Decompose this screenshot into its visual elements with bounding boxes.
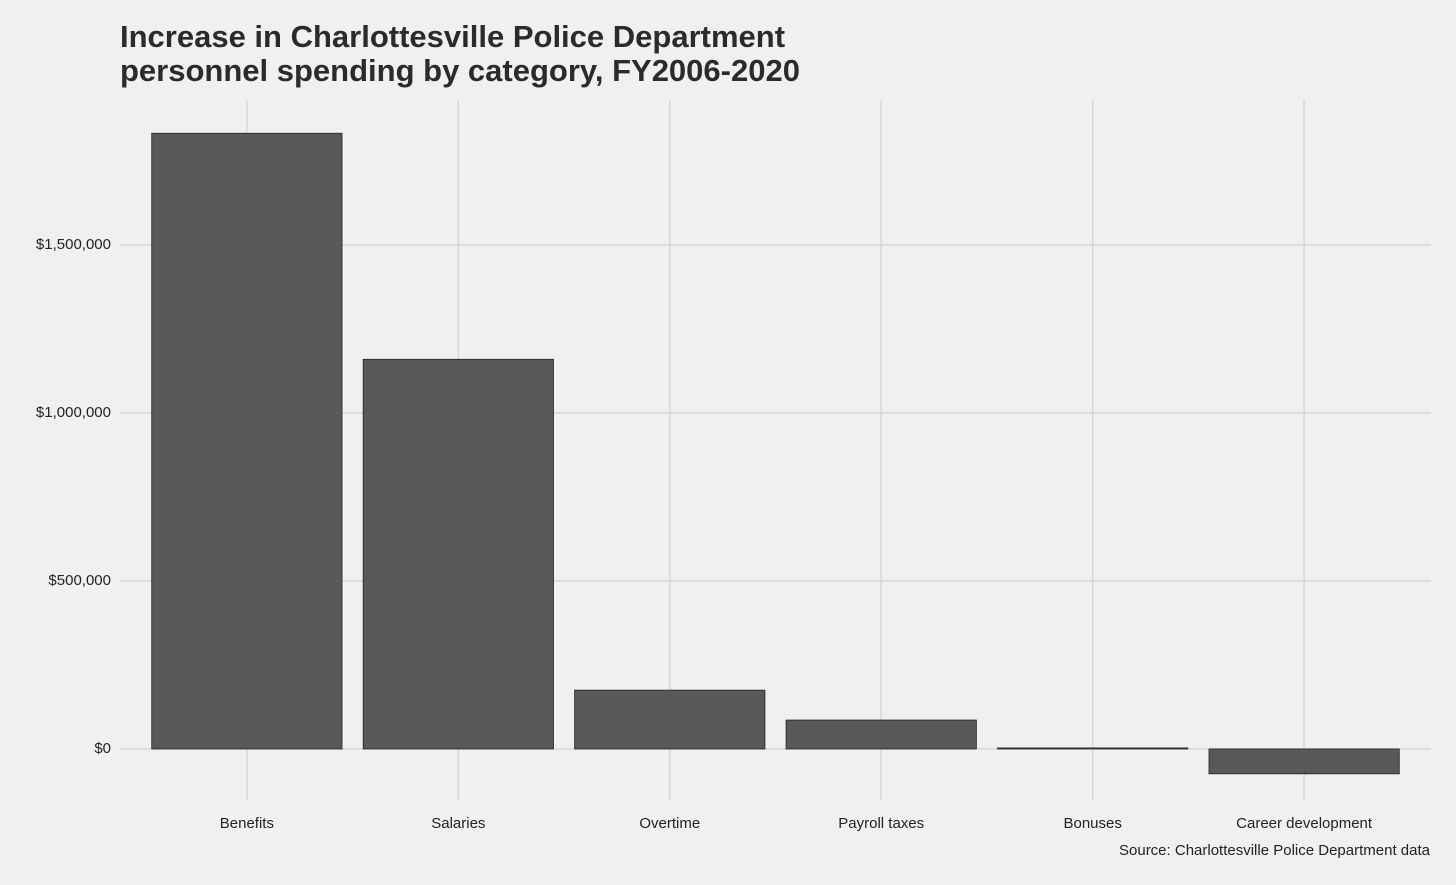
chart-title: Increase in Charlottesville Police Depar… (120, 19, 785, 54)
caption: Source: Charlottesville Police Departmen… (1119, 842, 1431, 859)
x-tick-label: Career development (1236, 815, 1373, 832)
bar (997, 747, 1189, 750)
x-tick-label: Payroll taxes (838, 815, 924, 832)
x-tick-label: Bonuses (1063, 815, 1121, 832)
y-tick-label: $0 (94, 740, 111, 757)
y-tick-label: $1,000,000 (36, 404, 111, 421)
bar (362, 358, 554, 750)
y-tick-label: $500,000 (48, 572, 111, 589)
bar (785, 719, 977, 750)
x-tick-label: Benefits (220, 815, 274, 832)
x-tick-label: Salaries (431, 815, 485, 832)
chart-title: personnel spending by category, FY2006-2… (120, 53, 800, 88)
bar (574, 689, 766, 750)
bar (151, 132, 343, 750)
x-tick-label: Overtime (639, 815, 700, 832)
y-tick-label: $1,500,000 (36, 236, 111, 253)
bar (1208, 748, 1400, 775)
